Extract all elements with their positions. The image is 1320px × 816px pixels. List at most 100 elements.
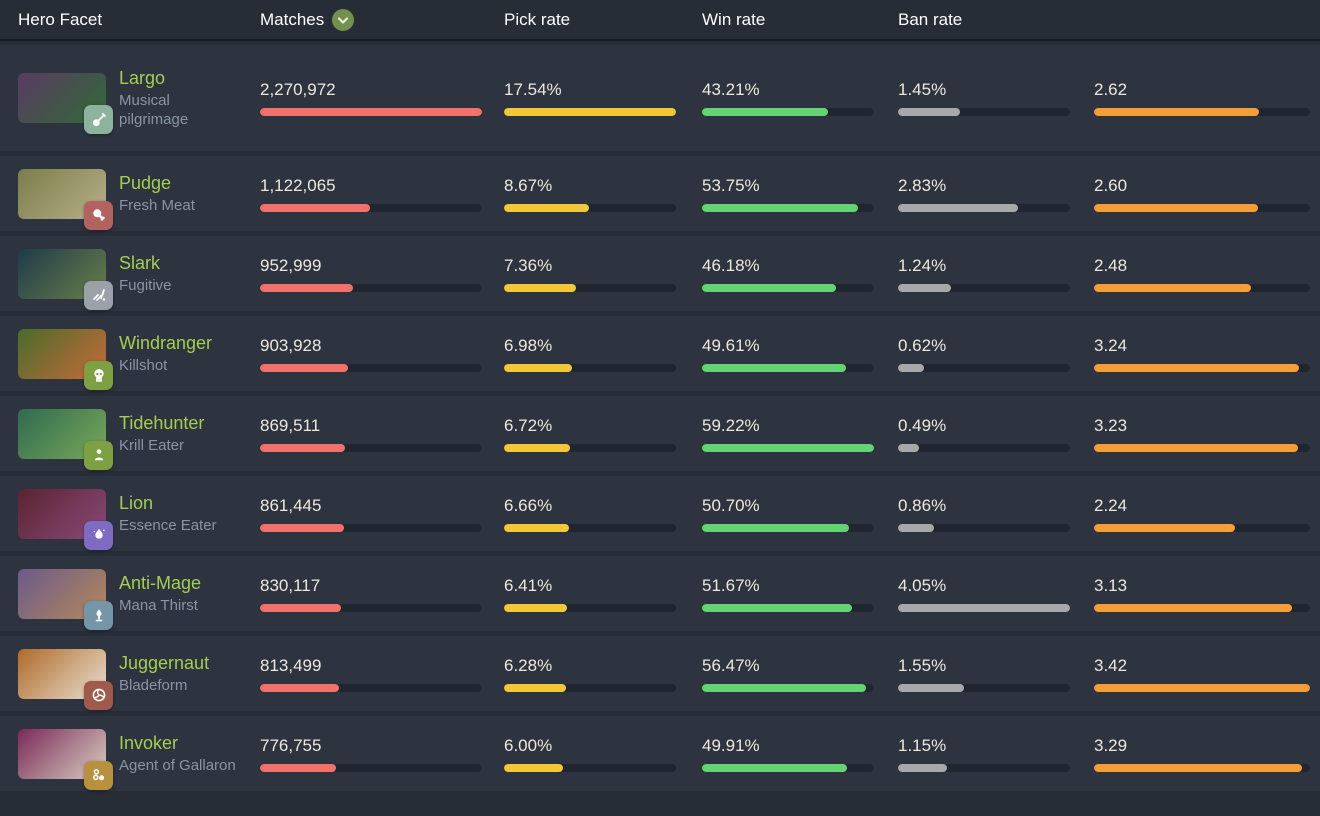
matches-bar [260, 443, 482, 452]
matches-value: 776,755 [260, 735, 322, 755]
column-header-ban-rate-label[interactable]: Ban rate [898, 9, 963, 29]
flame-icon [84, 520, 113, 550]
hero-name-link[interactable]: Anti-Mage [119, 573, 202, 593]
ban-value: 1.24% [898, 255, 947, 275]
matches-bar [260, 363, 482, 372]
hero-name-link[interactable]: Pudge [119, 173, 172, 193]
win-cell: 43.21% [702, 80, 898, 116]
pick-bar [504, 763, 676, 772]
hero-name-link[interactable]: Lion [119, 493, 154, 513]
ban-value: 1.45% [898, 80, 947, 99]
column-header-pick-rate[interactable]: Pick rate [504, 10, 702, 30]
extra-bar-fill [1094, 603, 1292, 612]
column-header-matches-label[interactable]: Matches [260, 9, 325, 29]
column-header-win-rate[interactable]: Win rate [702, 10, 898, 30]
table-header: Hero Facet Matches Pick rate Win rate Ba… [0, 0, 1320, 41]
table-row: Tidehunter Krill Eater 869,511 6.72% 59.22… [0, 396, 1320, 471]
extra-cell: 2.60 [1094, 176, 1320, 212]
win-bar-fill [702, 683, 867, 692]
hero-name-link[interactable]: Juggernaut [119, 653, 210, 673]
ban-value: 2.83% [898, 175, 947, 195]
hero-cell: Windranger Killshot [0, 328, 260, 390]
extra-cell: 3.24 [1094, 336, 1320, 372]
pick-cell: 6.72% [504, 416, 702, 452]
extra-cell: 3.42 [1094, 656, 1320, 692]
pick-bar [504, 363, 676, 372]
matches-cell: 830,117 [260, 576, 504, 612]
ban-value: 4.05% [898, 575, 947, 595]
matches-bar-fill [260, 683, 340, 692]
extra-bar-fill [1094, 763, 1302, 772]
column-header-ban-rate[interactable]: Ban rate [898, 10, 1094, 30]
ban-cell: 2.83% [898, 176, 1094, 212]
win-bar-fill [702, 203, 859, 212]
column-header-matches[interactable]: Matches [260, 8, 504, 31]
pick-bar [504, 523, 676, 532]
extra-cell: 2.24 [1094, 496, 1320, 532]
hero-name-link[interactable]: Tidehunter [119, 413, 205, 433]
win-bar-fill [702, 443, 874, 452]
win-cell: 50.70% [702, 496, 898, 532]
hero-portrait[interactable] [18, 488, 113, 550]
mask-icon [84, 680, 113, 710]
hero-meta: Lion Essence Eater [119, 492, 217, 535]
extra-value: 2.24 [1094, 495, 1128, 515]
win-cell: 49.61% [702, 336, 898, 372]
hero-name-link[interactable]: Windranger [119, 333, 213, 353]
pick-bar [504, 108, 676, 116]
pick-value: 6.00% [504, 735, 553, 755]
hero-portrait[interactable] [18, 728, 113, 790]
pick-value: 7.36% [504, 255, 553, 275]
ban-value: 0.86% [898, 495, 947, 515]
extra-bar [1094, 763, 1310, 772]
pick-cell: 6.98% [504, 336, 702, 372]
ban-cell: 0.49% [898, 416, 1094, 452]
pick-value: 6.41% [504, 575, 553, 595]
column-header-hero-label: Hero Facet [18, 9, 103, 29]
pick-bar-fill [504, 763, 563, 772]
hero-portrait[interactable] [18, 168, 113, 230]
ban-cell: 1.55% [898, 656, 1094, 692]
win-bar-fill [702, 603, 853, 612]
ban-bar-fill [898, 443, 919, 452]
win-cell: 49.91% [702, 736, 898, 772]
win-cell: 53.75% [702, 176, 898, 212]
ban-bar [898, 763, 1070, 772]
matches-cell: 869,511 [260, 416, 504, 452]
extra-bar-fill [1094, 523, 1236, 532]
pick-bar-fill [504, 283, 577, 292]
win-value: 43.21% [702, 80, 760, 99]
pick-cell: 6.28% [504, 656, 702, 692]
extra-value: 3.23 [1094, 415, 1128, 435]
column-header-pick-rate-label[interactable]: Pick rate [504, 9, 571, 29]
chevron-down-icon[interactable] [332, 8, 355, 31]
hero-cell: Tidehunter Krill Eater [0, 408, 260, 470]
ban-bar-fill [898, 283, 951, 292]
win-bar [702, 203, 874, 212]
hero-portrait[interactable] [18, 73, 113, 134]
win-bar [702, 283, 874, 292]
ban-cell: 0.86% [898, 496, 1094, 532]
matches-value: 813,499 [260, 655, 322, 675]
extra-bar [1094, 363, 1310, 372]
hero-portrait[interactable] [18, 408, 113, 470]
extra-value: 2.62 [1094, 80, 1128, 99]
hero-cell: Invoker Agent of Gallaron [0, 728, 260, 790]
win-bar [702, 443, 874, 452]
extra-bar-fill [1094, 443, 1298, 452]
ban-bar-fill [898, 763, 947, 772]
orbs-icon [84, 760, 113, 790]
hero-portrait[interactable] [18, 248, 113, 310]
win-bar-fill [702, 108, 828, 116]
hero-portrait[interactable] [18, 648, 113, 710]
hero-portrait[interactable] [18, 568, 113, 630]
table-row: Juggernaut Bladeform 813,499 6.28% 56.47% 1… [0, 636, 1320, 711]
matches-value: 2,270,972 [260, 80, 336, 99]
hero-name-link[interactable]: Largo [119, 68, 166, 88]
hero-name-link[interactable]: Invoker [119, 733, 179, 753]
hero-meta: Slark Fugitive [119, 252, 172, 295]
hero-portrait[interactable] [18, 328, 113, 390]
ban-cell: 1.15% [898, 736, 1094, 772]
hero-name-link[interactable]: Slark [119, 253, 161, 273]
column-header-win-rate-label[interactable]: Win rate [702, 9, 766, 29]
